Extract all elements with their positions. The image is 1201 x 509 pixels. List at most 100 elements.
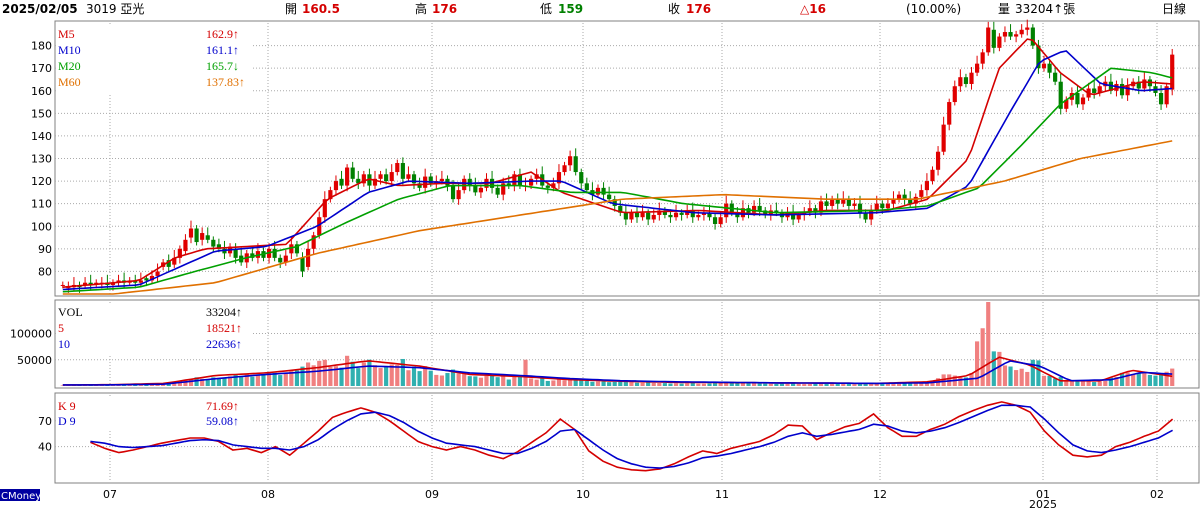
volume-bar <box>1002 365 1008 386</box>
candle-body <box>673 212 679 218</box>
volume-bar <box>1114 377 1119 386</box>
vol-ma-line-10 <box>62 360 1173 386</box>
volume-bar <box>668 383 673 386</box>
volume-bar <box>902 383 907 386</box>
candle-body <box>439 178 444 182</box>
volume-bar <box>367 359 372 386</box>
candle-body <box>896 194 902 200</box>
volume-bar <box>311 365 316 386</box>
candle-body <box>707 212 712 218</box>
candle-body <box>400 163 405 179</box>
volume-bar <box>846 383 851 386</box>
volume-bar <box>1086 381 1091 386</box>
candle-body <box>791 212 796 220</box>
volume-bar <box>1036 360 1041 386</box>
volume-bar <box>980 328 985 386</box>
candle-body <box>880 203 885 209</box>
volume-bar <box>629 382 634 386</box>
volume-bar <box>595 381 601 386</box>
volume-bar <box>1080 381 1086 386</box>
legend_volume-legend-box <box>56 304 251 355</box>
price-tick-label: 180 <box>31 40 52 53</box>
volume-bar <box>1064 381 1069 386</box>
candle-body <box>1041 63 1047 69</box>
volume-bar <box>835 383 840 386</box>
candle-body <box>473 185 478 193</box>
candle-body <box>941 124 946 152</box>
candle-body <box>294 244 300 254</box>
volume-bar <box>1158 374 1164 386</box>
volume-bar <box>757 383 762 386</box>
header-change: △16 <box>800 2 826 16</box>
volume-bar <box>1075 380 1080 386</box>
candle-body <box>662 210 667 215</box>
candle-body <box>813 208 818 213</box>
volume-bar <box>406 370 411 386</box>
candle-body <box>947 102 952 125</box>
legend_price-legend-value: 161.1↑ <box>206 43 239 57</box>
candle-body <box>1125 86 1130 96</box>
volume-bar <box>863 383 868 386</box>
price-tick-label: 140 <box>31 130 52 143</box>
indicator-lines <box>62 38 1174 472</box>
candle-body <box>188 228 194 238</box>
candle-body <box>149 275 155 281</box>
volume-bar <box>1069 381 1074 386</box>
candle-body <box>963 77 969 84</box>
candle-body <box>657 210 662 215</box>
legend_kd-legend-name: K 9 <box>58 399 76 413</box>
header-low-value: 159 <box>558 2 583 16</box>
volume-bar <box>640 382 645 386</box>
volume-bar <box>417 371 422 386</box>
candle-body <box>1080 97 1086 105</box>
volume-bar <box>896 383 902 386</box>
candle-body <box>339 178 344 186</box>
volume-bar <box>333 366 339 386</box>
volume-bar <box>568 379 573 386</box>
legend_price-legend-name: M60 <box>58 75 81 89</box>
legend_volume-legend-name: VOL <box>58 305 83 319</box>
volume-bar <box>830 383 835 386</box>
volume-bar <box>919 382 924 386</box>
candle-body <box>958 77 963 87</box>
volume-bar <box>662 383 667 386</box>
candle-body <box>1064 99 1069 109</box>
volume-bar <box>462 372 467 386</box>
candle-body <box>1164 86 1169 105</box>
volume-bar <box>813 383 818 386</box>
kd-line-d9 <box>90 404 1173 469</box>
candle-body <box>930 169 935 182</box>
price-tick-label: 170 <box>31 62 52 75</box>
volume-bar <box>857 383 863 386</box>
candle-body <box>556 172 562 184</box>
volume-bar <box>66 385 71 386</box>
candle-body <box>913 196 918 204</box>
candle-body <box>857 203 863 213</box>
volume-bar <box>233 375 238 386</box>
candle-body <box>384 174 389 182</box>
legend_kd-legend-value: 59.08↑ <box>206 414 239 428</box>
candle-body <box>568 156 573 166</box>
candle-body <box>272 248 277 258</box>
volume-bar <box>227 376 233 386</box>
candle-body <box>908 199 913 204</box>
volume-bar <box>885 383 890 386</box>
volume-bar <box>746 383 751 386</box>
candle-body <box>846 199 851 206</box>
candle-body <box>367 174 372 186</box>
volume-tick-label: 100000 <box>10 328 52 341</box>
volume-bar <box>869 383 874 386</box>
volume-bar <box>294 370 300 386</box>
candle-body <box>824 201 829 206</box>
volume-bar <box>880 383 885 386</box>
candle-body <box>172 257 177 265</box>
ma-line-m5 <box>62 38 1173 288</box>
candle-body <box>623 212 628 220</box>
candle-body <box>478 187 483 193</box>
candle-body <box>573 156 578 173</box>
candle-body <box>874 203 879 211</box>
candle-body <box>924 181 929 191</box>
volume-bar <box>322 359 327 386</box>
volume-bar <box>339 367 344 386</box>
candle-body <box>529 178 534 186</box>
